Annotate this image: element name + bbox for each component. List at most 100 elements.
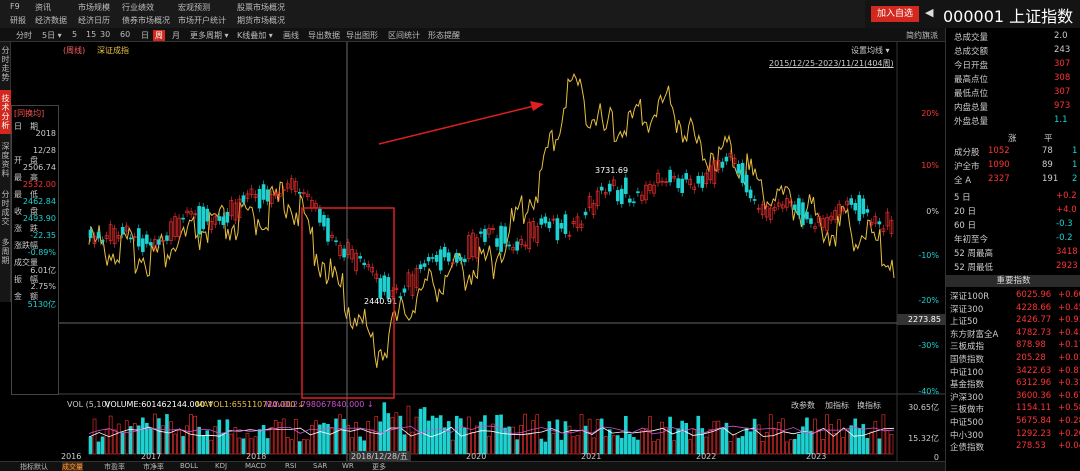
candle-body — [640, 194, 644, 201]
toolbar-item[interactable]: 分时 — [16, 31, 32, 40]
toolbar-item[interactable]: 更多周期 ▾ — [190, 31, 229, 40]
add-watchlist-button[interactable]: 加入自选 — [871, 6, 919, 22]
vtab-3[interactable]: 分 时 成 交 — [1, 190, 10, 226]
menu-item[interactable]: 经济日历 — [78, 16, 110, 25]
toolbar-item[interactable]: 导出数据 — [308, 31, 340, 40]
candle-body — [837, 203, 841, 216]
candle-body — [402, 288, 407, 293]
menu-item[interactable]: 市场开户统计 — [178, 16, 226, 25]
change-params-button[interactable]: 改参数 — [791, 401, 815, 410]
volume-bar — [660, 421, 664, 455]
stat-label: 内盘总量 — [954, 103, 989, 113]
index-name[interactable]: 三板成指 — [950, 342, 985, 353]
vtab-2[interactable]: 深 度 资 料 — [1, 142, 10, 178]
menu-item[interactable]: F9 — [10, 2, 20, 11]
indicator-tab[interactable]: 市净率 — [143, 463, 164, 471]
indicator-tab[interactable]: KDJ — [215, 462, 228, 470]
menu-item[interactable]: 研报 — [10, 16, 26, 25]
candle-body — [479, 231, 483, 234]
index-name[interactable]: 基金指数 — [950, 380, 985, 391]
volume-bar — [454, 415, 459, 455]
toolbar-item[interactable]: 形态提醒 — [428, 31, 460, 40]
indicator-tab[interactable]: WR — [342, 462, 354, 470]
candle-body — [789, 201, 793, 204]
info-value: 6.01亿 — [30, 266, 56, 275]
volume-bar — [668, 416, 672, 455]
menu-item[interactable]: 期货市场概况 — [237, 16, 285, 25]
period-label: 5 日 — [954, 193, 971, 203]
index-name[interactable]: 中证100 — [950, 367, 984, 378]
menu-item[interactable]: 经济数据 — [35, 16, 67, 25]
index-name[interactable]: 中证500 — [950, 418, 984, 428]
toolbar-item[interactable]: 月 — [172, 31, 180, 40]
toolbar-item[interactable]: 30 — [100, 30, 111, 39]
volume-bar — [519, 424, 523, 455]
candle-body — [265, 189, 270, 202]
index-name[interactable]: 深证100R — [950, 292, 990, 302]
add-indicator-button[interactable]: 加指标 — [825, 401, 849, 410]
candle-body — [253, 193, 258, 198]
index-name[interactable]: 沪深300 — [950, 392, 984, 403]
index-name[interactable]: 企债指数 — [950, 443, 985, 454]
toolbar-item[interactable]: 15 — [86, 30, 97, 39]
indicator-tab[interactable]: RSI — [285, 462, 297, 470]
ma-settings-button[interactable]: 设置均线 ▾ — [851, 46, 890, 55]
menu-item[interactable]: 债券市场概况 — [122, 16, 170, 25]
chart-canvas[interactable]: 20% 10% 0% -10% -20% -30% -40% 30.65亿 15.32亿 0 227… — [59, 42, 945, 462]
period-value: +4.0 — [1056, 205, 1077, 215]
switch-indicator-button[interactable]: 换指标 — [857, 401, 881, 410]
index-name[interactable]: 国债指数 — [950, 355, 985, 365]
x-axis-label: 2016 — [61, 452, 81, 461]
toolbar-item[interactable]: 周 — [153, 30, 165, 41]
date-range-label[interactable]: 2015/12/25-2023/11/21(404周) — [769, 59, 894, 68]
candle-body — [463, 258, 467, 263]
menu-item[interactable]: 股票市场概况 — [237, 3, 285, 12]
index-name[interactable]: 三板做市 — [950, 405, 985, 416]
vtab-1[interactable]: 技 术 分 析 — [0, 90, 11, 134]
volume-bar — [426, 420, 431, 455]
menu-item[interactable]: 市场规模 — [78, 3, 110, 12]
indicator-tab[interactable]: 指标默认 — [20, 463, 48, 471]
indicator-tab[interactable]: SAR — [313, 462, 328, 470]
candle-body — [378, 278, 383, 299]
volume-bar — [567, 425, 572, 455]
volume-bar — [611, 435, 616, 455]
volume-bar — [760, 440, 765, 455]
candle-body — [764, 205, 769, 218]
volume-bar — [599, 418, 604, 455]
previous-stock-icon[interactable]: ◀ — [925, 6, 934, 19]
candle-body — [583, 211, 588, 216]
index-change: +0.01 — [1058, 353, 1080, 363]
indicator-tab[interactable]: BOLL — [180, 462, 198, 470]
toolbar-item[interactable]: 60 — [120, 30, 131, 39]
style-toggle-button[interactable]: 简约旗派 — [906, 31, 938, 40]
toolbar-item[interactable]: 5日 ▾ — [42, 31, 62, 40]
toolbar-item[interactable]: 画线 — [283, 31, 299, 40]
index-name[interactable]: 东方财富全A — [950, 329, 999, 340]
indicator-tab[interactable]: 市盈率 — [104, 463, 125, 471]
toolbar-item[interactable]: 日 — [141, 31, 149, 40]
menu-item[interactable]: 资讯 — [35, 3, 51, 12]
index-name[interactable]: 上证50 — [950, 317, 978, 328]
index-name[interactable]: 深证300 — [950, 304, 984, 315]
toolbar-item[interactable]: 5 — [72, 30, 78, 39]
indicator-tab[interactable]: 成交量 — [62, 462, 83, 471]
vtab-4[interactable]: 多 周 期 — [1, 238, 10, 265]
kline-chart[interactable]: 20% 10% 0% -10% -20% -30% -40% 30.65亿 15.32亿 0 227… — [59, 42, 945, 462]
volume-bar — [217, 419, 222, 455]
candle-body — [507, 244, 511, 247]
toolbar-item[interactable]: 区间统计 — [388, 31, 420, 40]
vtab-0[interactable]: 分 时 走 势 — [1, 46, 10, 82]
volume-bar — [108, 415, 113, 455]
indicator-tab[interactable]: MACD — [245, 462, 266, 470]
indicator-tab[interactable]: 更多 — [372, 463, 386, 471]
toolbar-item[interactable]: 导出图形 — [346, 31, 378, 40]
index-name[interactable]: 中小300 — [950, 430, 984, 441]
candle-body — [108, 224, 113, 241]
candle-body — [483, 228, 487, 242]
menu-item[interactable]: 行业绩效 — [122, 3, 154, 12]
menu-item[interactable]: 宏观预测 — [178, 3, 210, 12]
candle-body — [491, 228, 495, 230]
volume-bar — [684, 422, 689, 455]
toolbar-item[interactable]: K线叠加 ▾ — [237, 31, 273, 40]
